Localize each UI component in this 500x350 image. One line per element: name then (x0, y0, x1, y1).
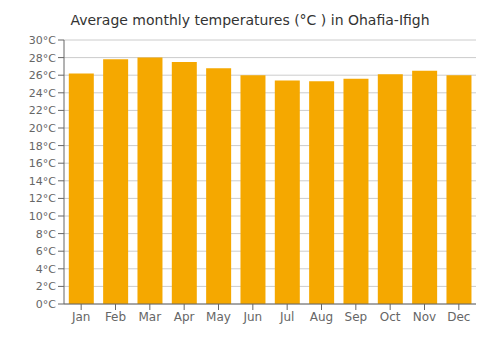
svg-text:28°C: 28°C (29, 52, 56, 65)
svg-text:20°C: 20°C (29, 122, 56, 135)
svg-text:24°C: 24°C (29, 87, 56, 100)
svg-text:Jun: Jun (242, 310, 262, 324)
svg-text:10°C: 10°C (29, 210, 56, 223)
html-text:Average monthly temperatures (: Average monthly temperatures (°C ) in Oh… (70, 12, 430, 28)
svg-text:16°C: 16°C (29, 157, 56, 170)
svg-text:Oct: Oct (380, 310, 401, 324)
svg-text:2°C: 2°C (36, 280, 56, 293)
svg-text:Feb: Feb (105, 310, 126, 324)
svg-text:12°C: 12°C (29, 192, 56, 205)
svg-text:Jan: Jan (71, 310, 91, 324)
svg-text:8°C: 8°C (36, 228, 56, 241)
svg-text:Apr: Apr (174, 310, 195, 324)
svg-text:4°C: 4°C (36, 263, 56, 276)
svg-text:Dec: Dec (447, 310, 470, 324)
svg-text:18°C: 18°C (29, 140, 56, 153)
svg-text:14°C: 14°C (29, 175, 56, 188)
svg-text:6°C: 6°C (36, 245, 56, 258)
svg-text:May: May (206, 310, 231, 324)
svg-text:22°C: 22°C (29, 104, 56, 117)
svg-text:26°C: 26°C (29, 69, 56, 82)
svg-text:Jul: Jul (279, 310, 294, 324)
svg-text:Nov: Nov (413, 310, 436, 324)
svg-text:0°C: 0°C (36, 298, 56, 311)
svg-text:Mar: Mar (139, 310, 162, 324)
svg-text:30°C: 30°C (29, 34, 56, 47)
svg-text:Aug: Aug (310, 310, 333, 324)
svg-text:Sep: Sep (345, 310, 368, 324)
